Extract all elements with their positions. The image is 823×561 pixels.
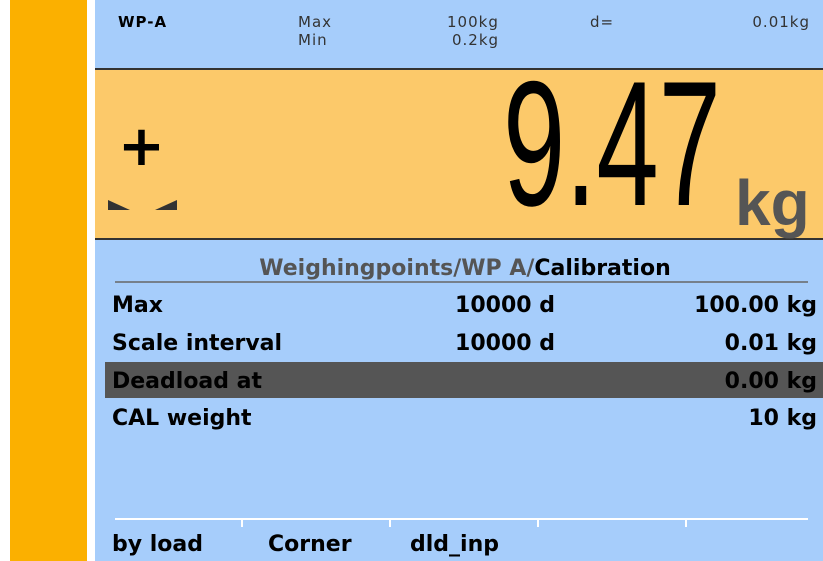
- row-label[interactable]: CAL weight: [112, 406, 252, 431]
- softkey[interactable]: by load: [112, 532, 203, 557]
- row-label[interactable]: Max: [112, 293, 163, 318]
- row-value: 10 kg: [748, 406, 817, 431]
- row-label[interactable]: Scale interval: [112, 331, 282, 356]
- row-value: 0.01 kg: [725, 331, 817, 356]
- breadcrumb: Weighingpoints/WP A/Calibration: [259, 256, 671, 281]
- breadcrumb-current: Calibration: [534, 256, 670, 281]
- row-highlight: [105, 362, 823, 398]
- row-value: 100.00 kg: [694, 293, 817, 318]
- indicator: [155, 200, 177, 210]
- weight-value: 9.47: [503, 44, 721, 243]
- max-value: 100kg: [447, 13, 499, 31]
- softkey[interactable]: dld_inp: [410, 532, 499, 557]
- min-value: 0.2kg: [452, 31, 499, 49]
- softkey[interactable]: Corner: [268, 532, 352, 557]
- d-value: 0.01kg: [752, 13, 810, 31]
- breadcrumb-path: Weighingpoints/WP A/: [259, 256, 535, 281]
- d-label: d=: [590, 13, 614, 31]
- wp-name: WP-A: [118, 13, 167, 31]
- weight-area: [95, 70, 823, 238]
- side-strip: [10, 0, 87, 561]
- row-count: 10000 d: [455, 331, 555, 356]
- max-label: Max: [298, 13, 332, 31]
- weight-unit: kg: [735, 167, 810, 239]
- row-count: 10000 d: [455, 293, 555, 318]
- softkeys: by load Corner dld_inp: [112, 518, 687, 557]
- indicator: [108, 200, 130, 210]
- min-label: Min: [298, 31, 328, 49]
- rows: Max 10000 d 100.00 kg Scale interval 10000 d…: [105, 293, 823, 431]
- row-value: 0.00 kg: [725, 369, 817, 394]
- sign: +: [118, 114, 165, 179]
- row-label[interactable]: Deadload at: [112, 369, 263, 394]
